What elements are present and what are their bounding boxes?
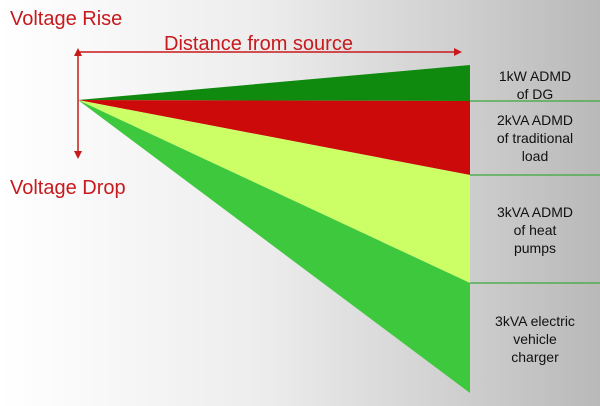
distance-from-source-label: Distance from source [164, 33, 353, 55]
voltage-rise-label: Voltage Rise [10, 8, 123, 30]
label-dg: 1kW ADMD of DG [498, 68, 572, 102]
drop-arrow-head-down [74, 151, 82, 159]
wedge-ev [78, 100, 470, 393]
label-traditional-load: 2kVA ADMD of traditional load [496, 112, 574, 164]
wedge-dg [78, 65, 470, 101]
label-ev-charger: 3kVA electric vehicle charger [495, 313, 575, 365]
axis-arrows [74, 48, 462, 159]
rise-arrow-head-up [74, 48, 82, 56]
label-heat-pumps: 3kVA ADMD of heat pumps [497, 204, 573, 256]
voltage-drop-label: Voltage Drop [10, 177, 126, 199]
distance-arrow-head-right [454, 48, 462, 56]
